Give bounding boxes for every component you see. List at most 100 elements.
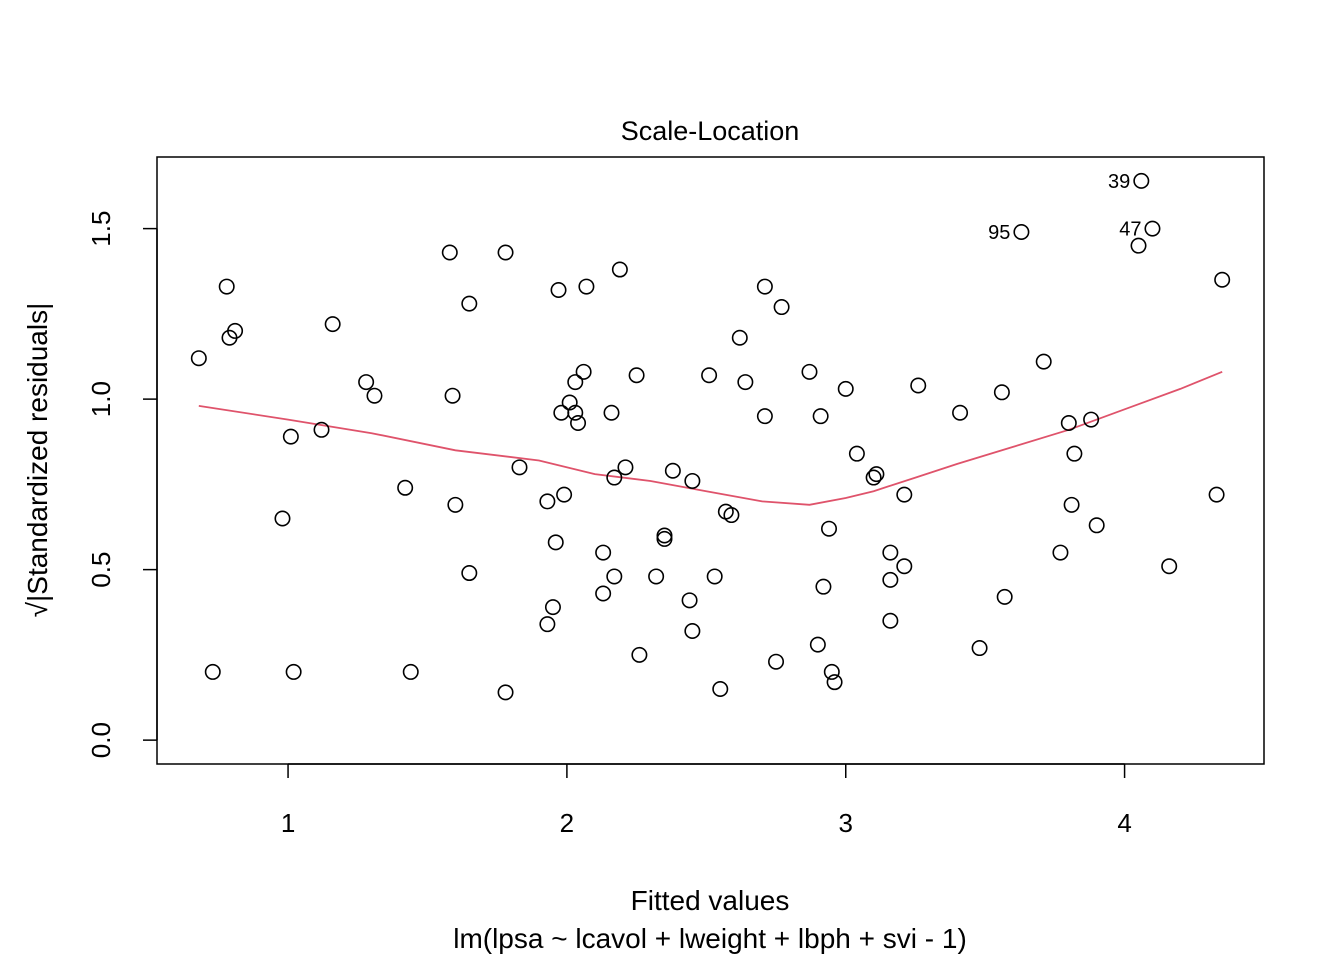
data-point [723,507,740,524]
data-point [441,244,458,261]
data-point [1052,544,1069,561]
data-point [631,646,648,663]
data-point [837,380,854,397]
data-point [595,544,612,561]
data-point [910,377,927,394]
data-point [648,568,665,585]
data-point [1208,486,1225,503]
data-point [1083,411,1100,428]
data-point [823,663,840,680]
data-point [756,278,773,295]
data-point [701,367,718,384]
data-point [756,408,773,425]
data-point [606,469,623,486]
y-tick-label: 1.5 [86,211,116,247]
point-labels: 39 95 47 [988,171,1141,244]
data-point [993,384,1010,401]
data-point [497,244,514,261]
data-point [324,316,341,333]
data-point [570,414,587,431]
data-point [282,428,299,445]
data-point [611,261,628,278]
data-point [603,404,620,421]
data-point [868,466,885,483]
data-point [444,387,461,404]
data-point [402,663,419,680]
x-tick-label: 4 [1117,808,1131,838]
data-point [809,636,826,653]
data-point [768,653,785,670]
y-tick-label: 0.5 [86,552,116,588]
x-tick-label: 2 [560,808,574,838]
data-point [567,374,584,391]
data-point [815,578,832,595]
data-point [561,394,578,411]
data-point [1060,414,1077,431]
plot-frame [156,156,1265,765]
data-point [497,684,514,701]
data-point [896,558,913,575]
data-point [656,527,673,544]
data-point [617,459,634,476]
y-tick-label: 0.0 [86,722,116,758]
data-point [218,278,235,295]
data-point [511,459,528,476]
point-label: 95 [988,222,1010,244]
data-point [447,496,464,513]
data-point [971,640,988,657]
data-point [227,322,244,339]
data-point [547,534,564,551]
data-point [358,374,375,391]
chart-subtitle: lm(lpsa ~ lcavol + lweight + lbph + svi … [453,923,967,954]
data-point [1144,220,1161,237]
x-axis-label: Fitted values [631,885,790,916]
data-point [313,421,330,438]
data-point [575,363,592,380]
data-point [712,680,729,697]
data-point [366,387,383,404]
data-point [684,472,701,489]
data-point [550,281,567,298]
data-point [681,592,698,609]
data-point [539,493,556,510]
data-point [1066,445,1083,462]
data-point [553,404,570,421]
data-point [821,520,838,537]
data-point [1035,353,1052,370]
data-point [1161,558,1178,575]
point-label: 47 [1119,219,1141,241]
data-point [812,408,829,425]
y-axis: 0.0 0.5 1.0 1.5 [86,211,158,758]
data-point [801,363,818,380]
data-point [628,367,645,384]
data-point [848,445,865,462]
data-point [190,350,207,367]
data-point [285,663,302,680]
data-point [731,329,748,346]
data-point [882,612,899,629]
data-point [461,295,478,312]
data-point [461,565,478,582]
data-point [1214,271,1231,288]
data-point [952,404,969,421]
data-point [882,544,899,561]
data-point [826,674,843,691]
data-point [595,585,612,602]
x-axis: 1 2 3 4 [281,763,1132,838]
data-point [865,469,882,486]
data-point [882,571,899,588]
data-point [1063,496,1080,513]
data-point [539,616,556,633]
y-tick-label: 1.0 [86,381,116,417]
point-label: 39 [1108,171,1130,193]
data-point [1133,172,1150,189]
data-point [397,479,414,496]
data-point [204,663,221,680]
data-point [567,404,584,421]
data-point [556,486,573,503]
y-axis-label: √|Standardized residuals| [22,303,53,618]
data-point [896,486,913,503]
data-point [656,530,673,547]
data-point [1130,237,1147,254]
